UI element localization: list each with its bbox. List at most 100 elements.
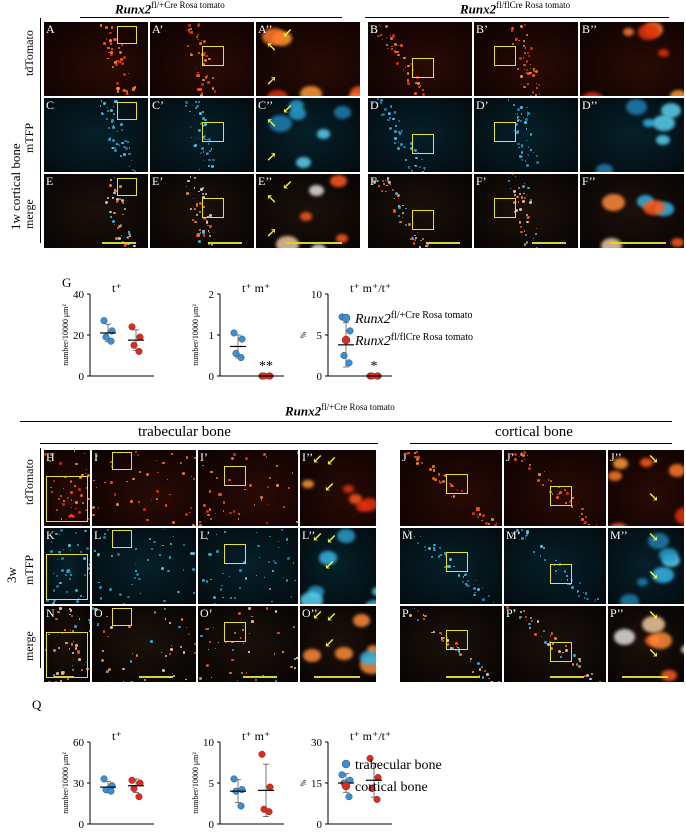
fluorescent-cell bbox=[199, 677, 202, 680]
fluorescent-cell bbox=[527, 153, 529, 156]
fluorescent-cell bbox=[211, 76, 215, 80]
fluorescent-cell bbox=[520, 144, 524, 147]
fluorescent-cell bbox=[162, 461, 166, 465]
fluorescent-cell bbox=[187, 179, 190, 183]
fluorescent-cell bbox=[394, 50, 397, 53]
fluorescent-cell bbox=[419, 536, 421, 538]
fluorescent-cell bbox=[565, 645, 567, 648]
fluorescent-cell bbox=[417, 454, 419, 456]
fluorescent-cell bbox=[385, 25, 389, 29]
fluorescent-cell bbox=[206, 664, 210, 668]
fluorescent-cell bbox=[517, 142, 520, 146]
fluorescent-cell bbox=[209, 612, 212, 614]
fluorescent-cell bbox=[551, 493, 554, 495]
fluorescent-cell bbox=[282, 577, 284, 579]
fluorescent-cell bbox=[198, 137, 200, 139]
fluorescent-cell bbox=[570, 504, 574, 508]
fluorescent-cell bbox=[117, 236, 122, 240]
fluorescent-cell bbox=[478, 668, 482, 671]
fluorescent-cell bbox=[519, 610, 522, 613]
fluorescent-cell bbox=[211, 676, 213, 679]
fluorescent-cell bbox=[446, 642, 450, 646]
fluorescent-cell bbox=[335, 234, 348, 244]
fluorescent-cell bbox=[202, 196, 206, 200]
fluorescent-cell bbox=[197, 71, 199, 74]
arrow-icon: ↘ bbox=[648, 567, 659, 582]
fluorescent-cell bbox=[442, 636, 445, 640]
fluorescent-cell bbox=[114, 149, 118, 153]
fluorescent-cell bbox=[87, 497, 90, 501]
data-point bbox=[266, 783, 274, 791]
fluorescent-cell bbox=[535, 87, 539, 90]
data-point bbox=[128, 776, 136, 784]
fluorescent-cell bbox=[383, 182, 386, 186]
fluorescent-cell bbox=[216, 550, 219, 553]
fluorescent-cell bbox=[300, 86, 322, 96]
zoom-region-box bbox=[224, 466, 246, 486]
fluorescent-cell bbox=[192, 197, 194, 199]
fluorescent-cell bbox=[130, 583, 133, 586]
fluorescent-cell bbox=[419, 166, 422, 169]
fluorescent-cell bbox=[531, 620, 534, 623]
fluorescent-cell bbox=[516, 528, 519, 532]
data-point bbox=[373, 795, 381, 803]
fluorescent-cell bbox=[208, 143, 210, 145]
fluorescent-cell bbox=[296, 157, 312, 169]
fluorescent-cell bbox=[404, 223, 408, 227]
arrow-icon: ↙ bbox=[312, 529, 323, 544]
panel-letter: L bbox=[94, 528, 102, 542]
fluorescent-cell bbox=[110, 555, 113, 558]
fluorescent-cell bbox=[416, 451, 419, 453]
fluorescent-cell bbox=[67, 497, 69, 499]
legend-marker bbox=[341, 759, 351, 769]
fluorescent-cell bbox=[524, 121, 527, 124]
fluorescent-cell bbox=[69, 571, 72, 574]
fluorescent-cell bbox=[519, 106, 523, 110]
fluorescent-cell bbox=[188, 31, 191, 34]
fluorescent-cell bbox=[74, 624, 78, 628]
fluorescent-cell bbox=[446, 638, 449, 642]
fluorescent-cell bbox=[109, 210, 112, 214]
fluorescent-cell bbox=[386, 177, 389, 180]
micrograph-panel: L’ bbox=[198, 528, 298, 604]
panel-letter: J’ bbox=[506, 450, 515, 464]
fluorescent-cell bbox=[170, 644, 172, 647]
fluorescent-cell bbox=[119, 198, 122, 201]
legend-label: cortical bone bbox=[355, 780, 428, 795]
fluorescent-cell bbox=[387, 179, 390, 182]
fluorescent-cell bbox=[191, 523, 195, 526]
fluorescent-cell bbox=[105, 672, 107, 674]
fluorescent-cell bbox=[134, 577, 136, 579]
fluorescent-cell bbox=[245, 459, 248, 461]
fluorescent-cell bbox=[523, 40, 525, 42]
significance-marker: * bbox=[371, 359, 378, 374]
fluorescent-cell bbox=[267, 504, 269, 506]
fluorescent-cell bbox=[266, 90, 289, 96]
fluorescent-cell bbox=[66, 570, 69, 574]
fluorescent-cell bbox=[516, 131, 519, 134]
fluorescent-cell bbox=[542, 546, 545, 549]
fluorescent-cell bbox=[376, 179, 379, 183]
micrograph-panel: B bbox=[368, 22, 472, 96]
fluorescent-cell bbox=[96, 552, 100, 556]
fluorescent-cell bbox=[433, 549, 436, 552]
fluorescent-cell bbox=[68, 648, 71, 650]
fluorescent-cell bbox=[189, 208, 192, 211]
micrograph-panel: C’ bbox=[150, 98, 254, 172]
fluorescent-cell bbox=[380, 189, 384, 193]
fluorescent-cell bbox=[271, 601, 273, 603]
fluorescent-cell bbox=[199, 152, 202, 155]
scale-bar bbox=[102, 242, 136, 244]
fluorescent-cell bbox=[578, 581, 581, 584]
fluorescent-cell bbox=[474, 579, 477, 582]
panel-letter: J’’ bbox=[610, 450, 622, 464]
panel-letter: P’’ bbox=[610, 606, 624, 620]
fluorescent-cell bbox=[171, 452, 174, 455]
fluorescent-cell bbox=[111, 125, 115, 129]
fluorescent-cell bbox=[409, 62, 412, 66]
fluorescent-cell bbox=[265, 522, 268, 524]
fluorescent-cell bbox=[106, 615, 109, 618]
fluorescent-cell bbox=[56, 671, 59, 675]
y-tick-label: 60 bbox=[73, 737, 85, 749]
